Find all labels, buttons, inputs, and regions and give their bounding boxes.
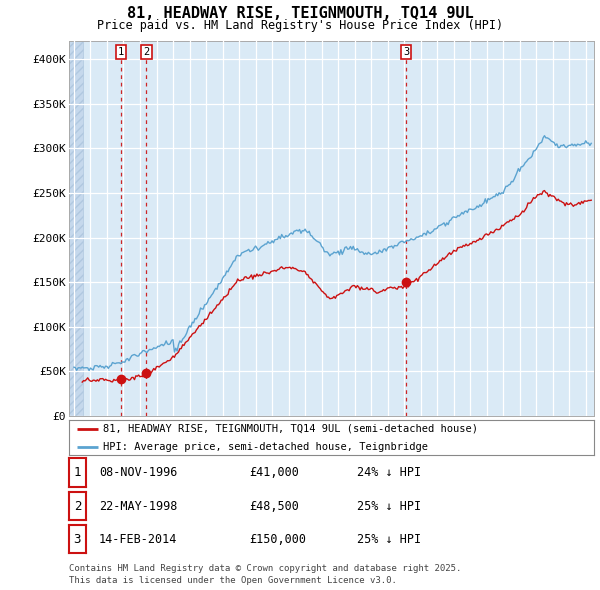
Text: 25% ↓ HPI: 25% ↓ HPI	[357, 500, 421, 513]
Text: 3: 3	[403, 47, 409, 57]
Text: Price paid vs. HM Land Registry's House Price Index (HPI): Price paid vs. HM Land Registry's House …	[97, 19, 503, 32]
Text: 14-FEB-2014: 14-FEB-2014	[99, 533, 178, 546]
Text: 1: 1	[118, 47, 124, 57]
Text: 24% ↓ HPI: 24% ↓ HPI	[357, 466, 421, 479]
Text: Contains HM Land Registry data © Crown copyright and database right 2025.
This d: Contains HM Land Registry data © Crown c…	[69, 565, 461, 585]
Text: 81, HEADWAY RISE, TEIGNMOUTH, TQ14 9UL (semi-detached house): 81, HEADWAY RISE, TEIGNMOUTH, TQ14 9UL (…	[103, 424, 478, 434]
Text: £48,500: £48,500	[249, 500, 299, 513]
Text: 2: 2	[74, 500, 81, 513]
Text: HPI: Average price, semi-detached house, Teignbridge: HPI: Average price, semi-detached house,…	[103, 442, 428, 451]
Text: 81, HEADWAY RISE, TEIGNMOUTH, TQ14 9UL: 81, HEADWAY RISE, TEIGNMOUTH, TQ14 9UL	[127, 6, 473, 21]
Text: 1: 1	[74, 466, 81, 479]
Text: 08-NOV-1996: 08-NOV-1996	[99, 466, 178, 479]
Text: 3: 3	[74, 533, 81, 546]
Text: £150,000: £150,000	[249, 533, 306, 546]
Text: 2: 2	[143, 47, 149, 57]
Text: 25% ↓ HPI: 25% ↓ HPI	[357, 533, 421, 546]
Bar	[69, 41, 83, 416]
Text: £41,000: £41,000	[249, 466, 299, 479]
Text: 22-MAY-1998: 22-MAY-1998	[99, 500, 178, 513]
